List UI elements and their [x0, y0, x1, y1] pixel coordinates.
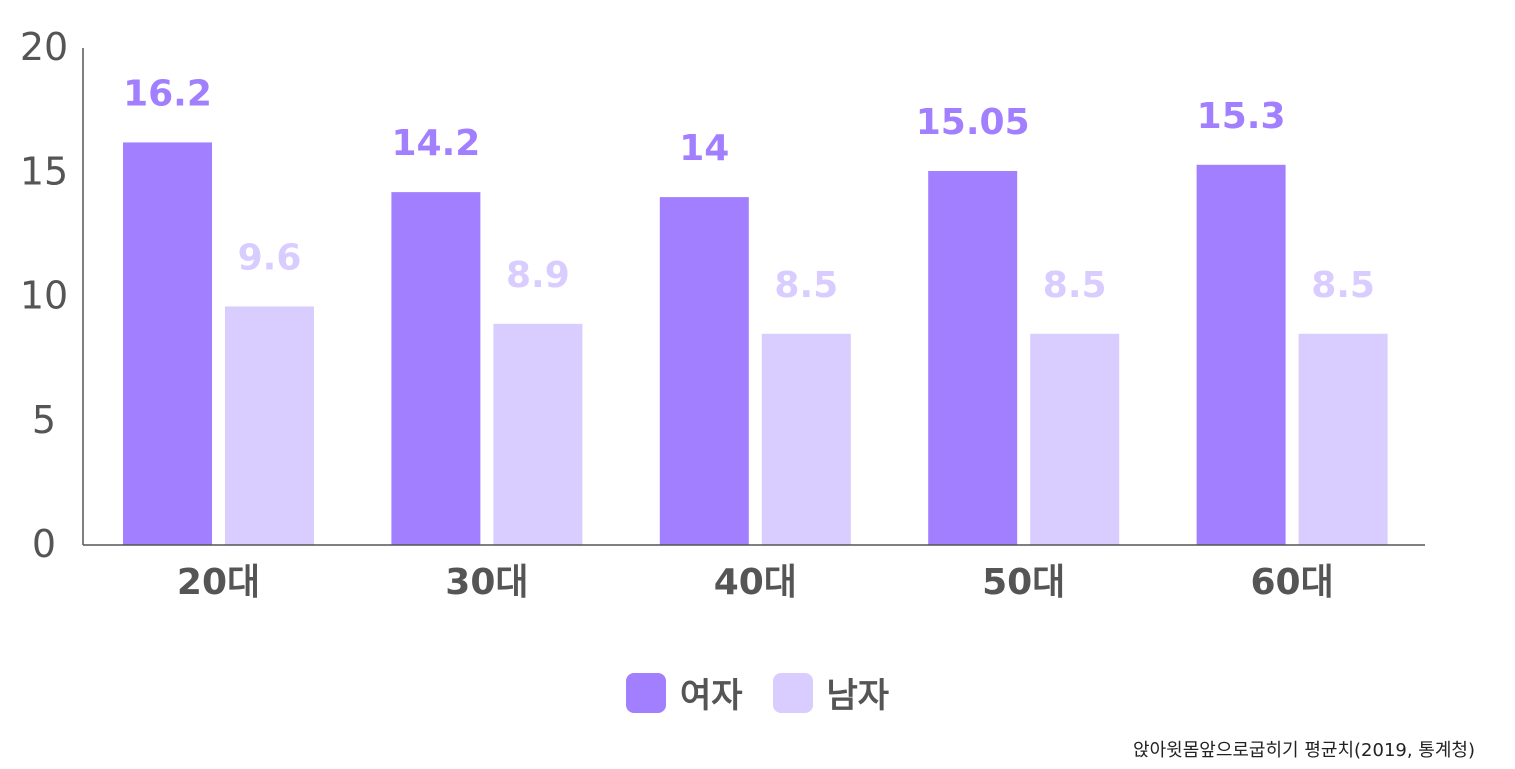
- bar-female: [391, 192, 481, 545]
- data-label: 15.3: [1197, 96, 1286, 137]
- bars: [123, 142, 1388, 546]
- y-axis: 0 5 10 15 20: [20, 25, 84, 566]
- x-tick-label: 20대: [177, 562, 260, 603]
- data-label: 14.2: [391, 123, 480, 164]
- data-label: 8.5: [774, 265, 838, 306]
- legend-label-male: 남자: [826, 676, 890, 716]
- legend-swatch-male: [772, 672, 813, 713]
- y-tick-label: 15: [20, 149, 68, 193]
- bar-male: [1298, 333, 1388, 545]
- bar-female: [659, 197, 749, 545]
- data-label: 14: [679, 128, 729, 169]
- legend-swatch-female: [625, 672, 666, 713]
- x-tick-label: 30대: [445, 562, 528, 603]
- y-tick-label: 20: [20, 25, 68, 69]
- bar-female: [1196, 164, 1286, 546]
- data-label: 8.9: [506, 255, 570, 296]
- data-label: 15.05: [916, 102, 1030, 143]
- source-note: 앉아윗몸앞으로굽히기 평균치(2019, 통계청): [1133, 740, 1475, 761]
- legend-label-female: 여자: [679, 676, 743, 716]
- y-tick-label: 10: [20, 274, 68, 318]
- x-tick-label: 60대: [1250, 562, 1333, 603]
- data-label: 8.5: [1043, 265, 1107, 306]
- legend: 여자 남자: [0, 668, 1515, 717]
- bar-female: [123, 142, 212, 545]
- bar-male: [493, 323, 583, 545]
- bar-male: [761, 333, 851, 545]
- x-tick-label: 40대: [714, 562, 797, 603]
- bar-male: [1030, 333, 1120, 545]
- x-axis: 20대 30대 40대 50대 60대: [83, 544, 1425, 603]
- x-tick-label: 50대: [982, 562, 1065, 603]
- bar-male: [225, 306, 314, 545]
- data-label: 8.5: [1311, 265, 1375, 306]
- y-tick-label: 5: [32, 398, 56, 442]
- data-label: 16.2: [123, 73, 212, 114]
- data-labels: 16.2 9.6 14.2 8.9 14 8.5 15.05 8.5 15.3 8.5: [123, 73, 1375, 305]
- legend-item-female: 여자: [625, 668, 743, 717]
- legend-item-male: 남자: [772, 668, 890, 717]
- data-label: 9.6: [238, 237, 302, 278]
- bar-chart: 0 5 10 15 20 16.2 9.6 14.2 8.9 14 8.5 15.05 8.5 15.3…: [20, 25, 1425, 603]
- bar-female: [928, 171, 1018, 545]
- y-tick-label: 0: [32, 522, 56, 566]
